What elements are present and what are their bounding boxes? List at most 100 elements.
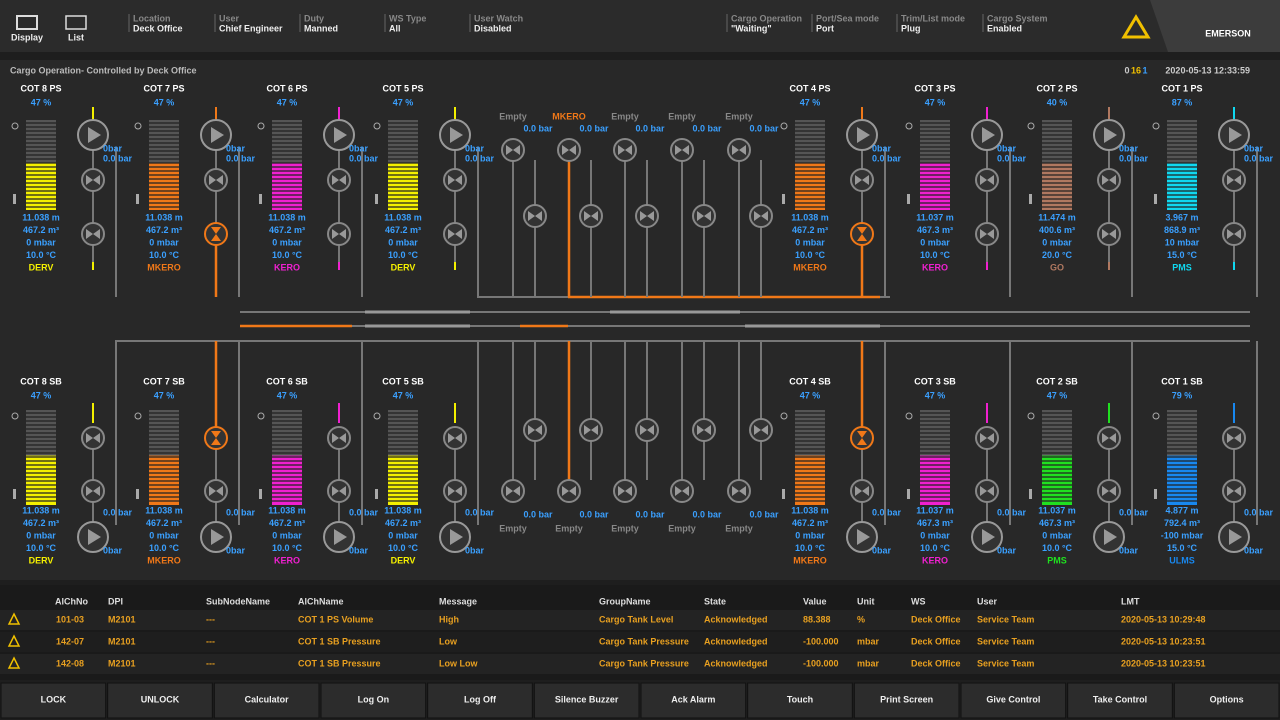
line-pressure: 0.0 bar: [465, 507, 495, 517]
tank-temperature: 10.0 °C: [26, 250, 57, 260]
line-pressure: 0.0 bar: [465, 153, 495, 163]
tank-pressure: 0 mbar: [920, 237, 950, 247]
tank-level: 11.038 m: [384, 505, 422, 515]
tank-product: MKERO: [147, 555, 181, 565]
thermo-icon: [1154, 489, 1157, 499]
tank-percent: 47 %: [800, 97, 821, 107]
tank-pressure: 0 mbar: [1042, 237, 1072, 247]
tank-level: 11.037 m: [916, 212, 954, 222]
line-pressure: 0.0 bar: [349, 153, 379, 163]
field-value: "Waiting": [731, 23, 772, 33]
pump-pressure: 0bar: [997, 545, 1017, 555]
tank-pressure: 0 mbar: [26, 237, 56, 247]
tank-name: COT 5 SB: [382, 376, 424, 386]
line-pressure: 0.0 bar: [997, 507, 1027, 517]
pump-pressure: 0bar: [1244, 143, 1264, 153]
status-count: 0: [1124, 65, 1129, 75]
tank-product: DERV: [29, 262, 54, 272]
alarm-column: Unit: [857, 596, 875, 606]
field-label: Location: [133, 13, 171, 23]
tank-temperature: 10.0 °C: [388, 250, 419, 260]
pump-pressure: 0bar: [103, 545, 123, 555]
field-value: Port: [816, 23, 834, 33]
alarm-cell: 142-08: [56, 658, 84, 668]
tank-volume: 467.3 m³: [1039, 518, 1075, 528]
tank-temperature: 15.0 °C: [1167, 543, 1198, 553]
thermo-icon: [136, 194, 139, 204]
alarm-cell: 88.388: [803, 614, 831, 624]
field-label: Cargo System: [987, 13, 1048, 23]
field-label: Cargo Operation: [731, 13, 802, 23]
datetime: 2020-05-13 12:33:59: [1165, 65, 1250, 75]
field-value: Deck Office: [133, 23, 183, 33]
thermo-icon: [13, 489, 16, 499]
tank-volume: 467.2 m³: [792, 225, 828, 235]
thermo-icon: [13, 194, 16, 204]
manifold-label: Empty: [499, 523, 527, 533]
tank-percent: 47 %: [393, 97, 414, 107]
tank-name: COT 5 PS: [382, 83, 423, 93]
tank-level: 11.038 m: [22, 212, 60, 222]
alarm-cell: ---: [206, 614, 215, 624]
tank-pressure: 0 mbar: [388, 530, 418, 540]
tank-pressure: 10 mbar: [1165, 237, 1200, 247]
tank-temperature: 20.0 °C: [1042, 250, 1073, 260]
alarm-column: WS: [911, 596, 926, 606]
thermo-icon: [907, 489, 910, 499]
footer-button-label: UNLOCK: [141, 694, 180, 704]
footer-button-label: Print Screen: [880, 694, 933, 704]
line-pressure: 0.0 bar: [226, 507, 256, 517]
tank-percent: 47 %: [31, 97, 52, 107]
tank-temperature: 10.0 °C: [795, 250, 826, 260]
tank-pressure: 0 mbar: [26, 530, 56, 540]
tank-product: KERO: [274, 555, 300, 565]
pump-pressure: 0bar: [226, 545, 246, 555]
tank-product: KERO: [922, 262, 948, 272]
tank-level: 11.038 m: [268, 505, 306, 515]
tank-name: COT 8 SB: [20, 376, 62, 386]
tank-temperature: 10.0 °C: [920, 543, 951, 553]
tank-percent: 47 %: [1047, 390, 1068, 400]
tank-product: KERO: [922, 555, 948, 565]
status-title: Cargo Operation- Controlled by Deck Offi…: [10, 65, 197, 75]
tank-temperature: 10.0 °C: [795, 543, 826, 553]
tank-pressure: 0 mbar: [272, 237, 302, 247]
tank-volume: 400.6 m³: [1039, 225, 1075, 235]
alarm-cell: -100.000: [803, 658, 839, 668]
tank-pressure: 0 mbar: [1042, 530, 1072, 540]
alarm-cell: Deck Office: [911, 658, 961, 668]
tank-level: 4.877 m: [1165, 505, 1198, 515]
manifold-pressure: 0.0 bar: [523, 509, 553, 519]
tank-product: ULMS: [1169, 555, 1195, 565]
tank-product: DERV: [29, 555, 54, 565]
alarm-cell: 101-03: [56, 614, 84, 624]
thermo-icon: [907, 194, 910, 204]
footer-button-label: Options: [1210, 694, 1244, 704]
thermo-icon: [375, 489, 378, 499]
tank-product: MKERO: [793, 262, 827, 272]
tank-pressure: 0 mbar: [272, 530, 302, 540]
alarm-column: GroupName: [599, 596, 651, 606]
tank-level: 11.037 m: [916, 505, 954, 515]
alarm-cell: Service Team: [977, 658, 1034, 668]
tank-volume: 467.3 m³: [917, 225, 953, 235]
alarm-cell: 2020-05-13 10:23:51: [1121, 658, 1206, 668]
manifold-pressure: 0.0 bar: [579, 509, 609, 519]
tank-temperature: 10.0 °C: [272, 543, 303, 553]
alarm-cell: Low: [439, 636, 458, 646]
alarm-column: AlChName: [298, 596, 344, 606]
thermo-icon: [136, 489, 139, 499]
tank-temperature: 10.0 °C: [26, 543, 57, 553]
thermo-icon: [782, 194, 785, 204]
tank-name: COT 2 PS: [1036, 83, 1077, 93]
tank-name: COT 8 PS: [20, 83, 61, 93]
tank-name: COT 6 SB: [266, 376, 308, 386]
tank-percent: 47 %: [277, 97, 298, 107]
tank-percent: 47 %: [277, 390, 298, 400]
alarm-cell: ---: [206, 658, 215, 668]
footer-button-label: Log On: [358, 694, 390, 704]
line-pressure: 0.0 bar: [1119, 153, 1149, 163]
tank-name: COT 7 SB: [143, 376, 185, 386]
tank-level: 11.037 m: [1038, 505, 1076, 515]
tank-volume: 467.2 m³: [23, 518, 59, 528]
